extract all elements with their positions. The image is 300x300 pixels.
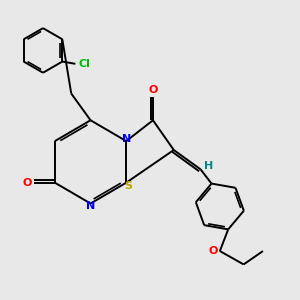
Text: O: O (148, 85, 158, 95)
Text: H: H (204, 161, 214, 171)
Text: S: S (124, 181, 133, 191)
Text: Cl: Cl (79, 59, 91, 69)
Text: N: N (122, 134, 131, 144)
Text: O: O (208, 246, 218, 256)
Text: O: O (23, 178, 32, 188)
Text: N: N (86, 201, 95, 211)
